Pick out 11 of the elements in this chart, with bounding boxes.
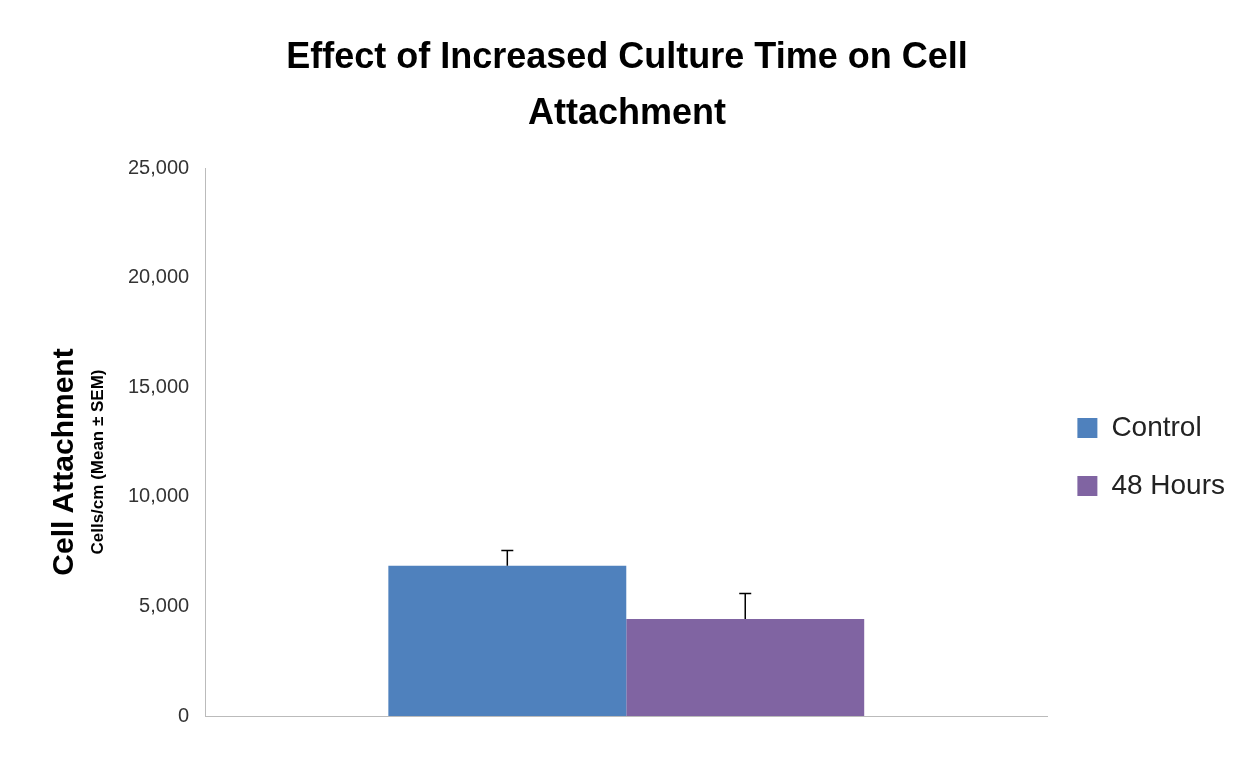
- legend-label: Control: [1111, 410, 1202, 442]
- y-tick-label: 25,000: [128, 155, 190, 178]
- y-axis-title: Cell Attachment: [46, 348, 80, 576]
- y-tick-label: 20,000: [128, 265, 190, 288]
- y-tick-label: 15,000: [128, 374, 190, 397]
- y-tick-label: 10,000: [128, 484, 190, 507]
- chart-title: Effect of Increased Culture Time on Cell Attachment: [286, 34, 968, 132]
- legend-label: 48 Hours: [1111, 468, 1226, 500]
- y-tick-label: 5,000: [139, 593, 190, 616]
- text: Cells/cm (Mean ± SEM): [87, 369, 107, 555]
- y-tick-label: 0: [178, 703, 190, 726]
